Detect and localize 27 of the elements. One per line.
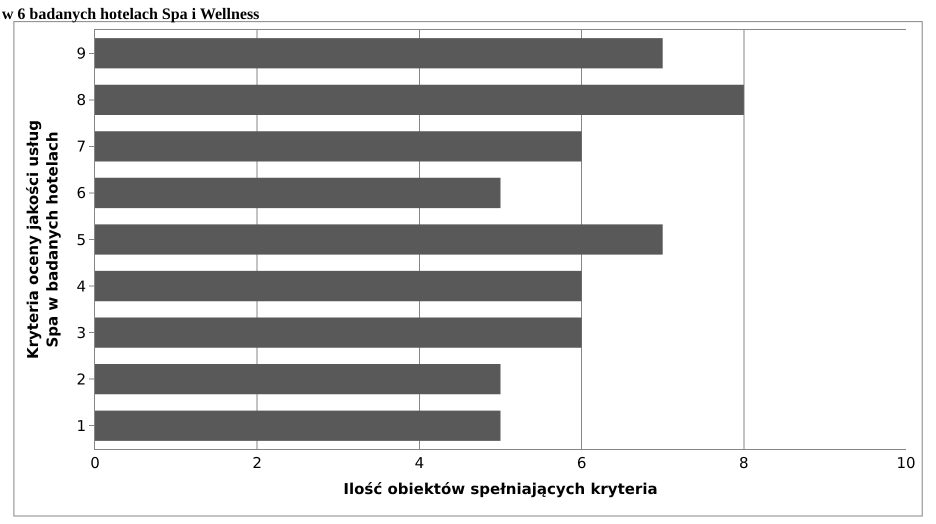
y-tick-label: 8 <box>76 91 86 110</box>
y-tick-label: 3 <box>76 324 86 342</box>
y-axis-title: Kryteria oceny jakości usług Spa w badanych hotelach <box>24 120 62 359</box>
bar <box>95 38 663 68</box>
bar <box>95 224 663 255</box>
x-axis-title: Ilość obiektów spełniających kryteria <box>343 480 658 498</box>
bar <box>95 364 500 394</box>
y-tick-label: 1 <box>76 416 86 435</box>
bar <box>95 178 500 208</box>
y-tick-label: 4 <box>76 277 86 296</box>
x-tick-label: 8 <box>739 454 749 472</box>
x-tick-label: 6 <box>576 454 586 472</box>
bar <box>95 84 744 115</box>
y-tick-label: 9 <box>76 44 86 63</box>
x-tick-label: 10 <box>896 454 916 472</box>
y-tick-label: 5 <box>76 230 86 249</box>
chart-title: w 6 badanych hotelach Spa i Wellness <box>2 6 260 24</box>
y-tick-label: 6 <box>76 184 86 202</box>
x-tick-label: 0 <box>90 454 100 472</box>
x-tick-label: 4 <box>414 454 424 472</box>
bar <box>95 410 500 441</box>
bar <box>95 270 582 302</box>
bar <box>95 131 582 162</box>
x-tick-label: 2 <box>252 454 262 472</box>
y-tick-label: 2 <box>76 370 86 388</box>
bar <box>95 317 582 348</box>
y-tick-label: 7 <box>76 138 86 156</box>
